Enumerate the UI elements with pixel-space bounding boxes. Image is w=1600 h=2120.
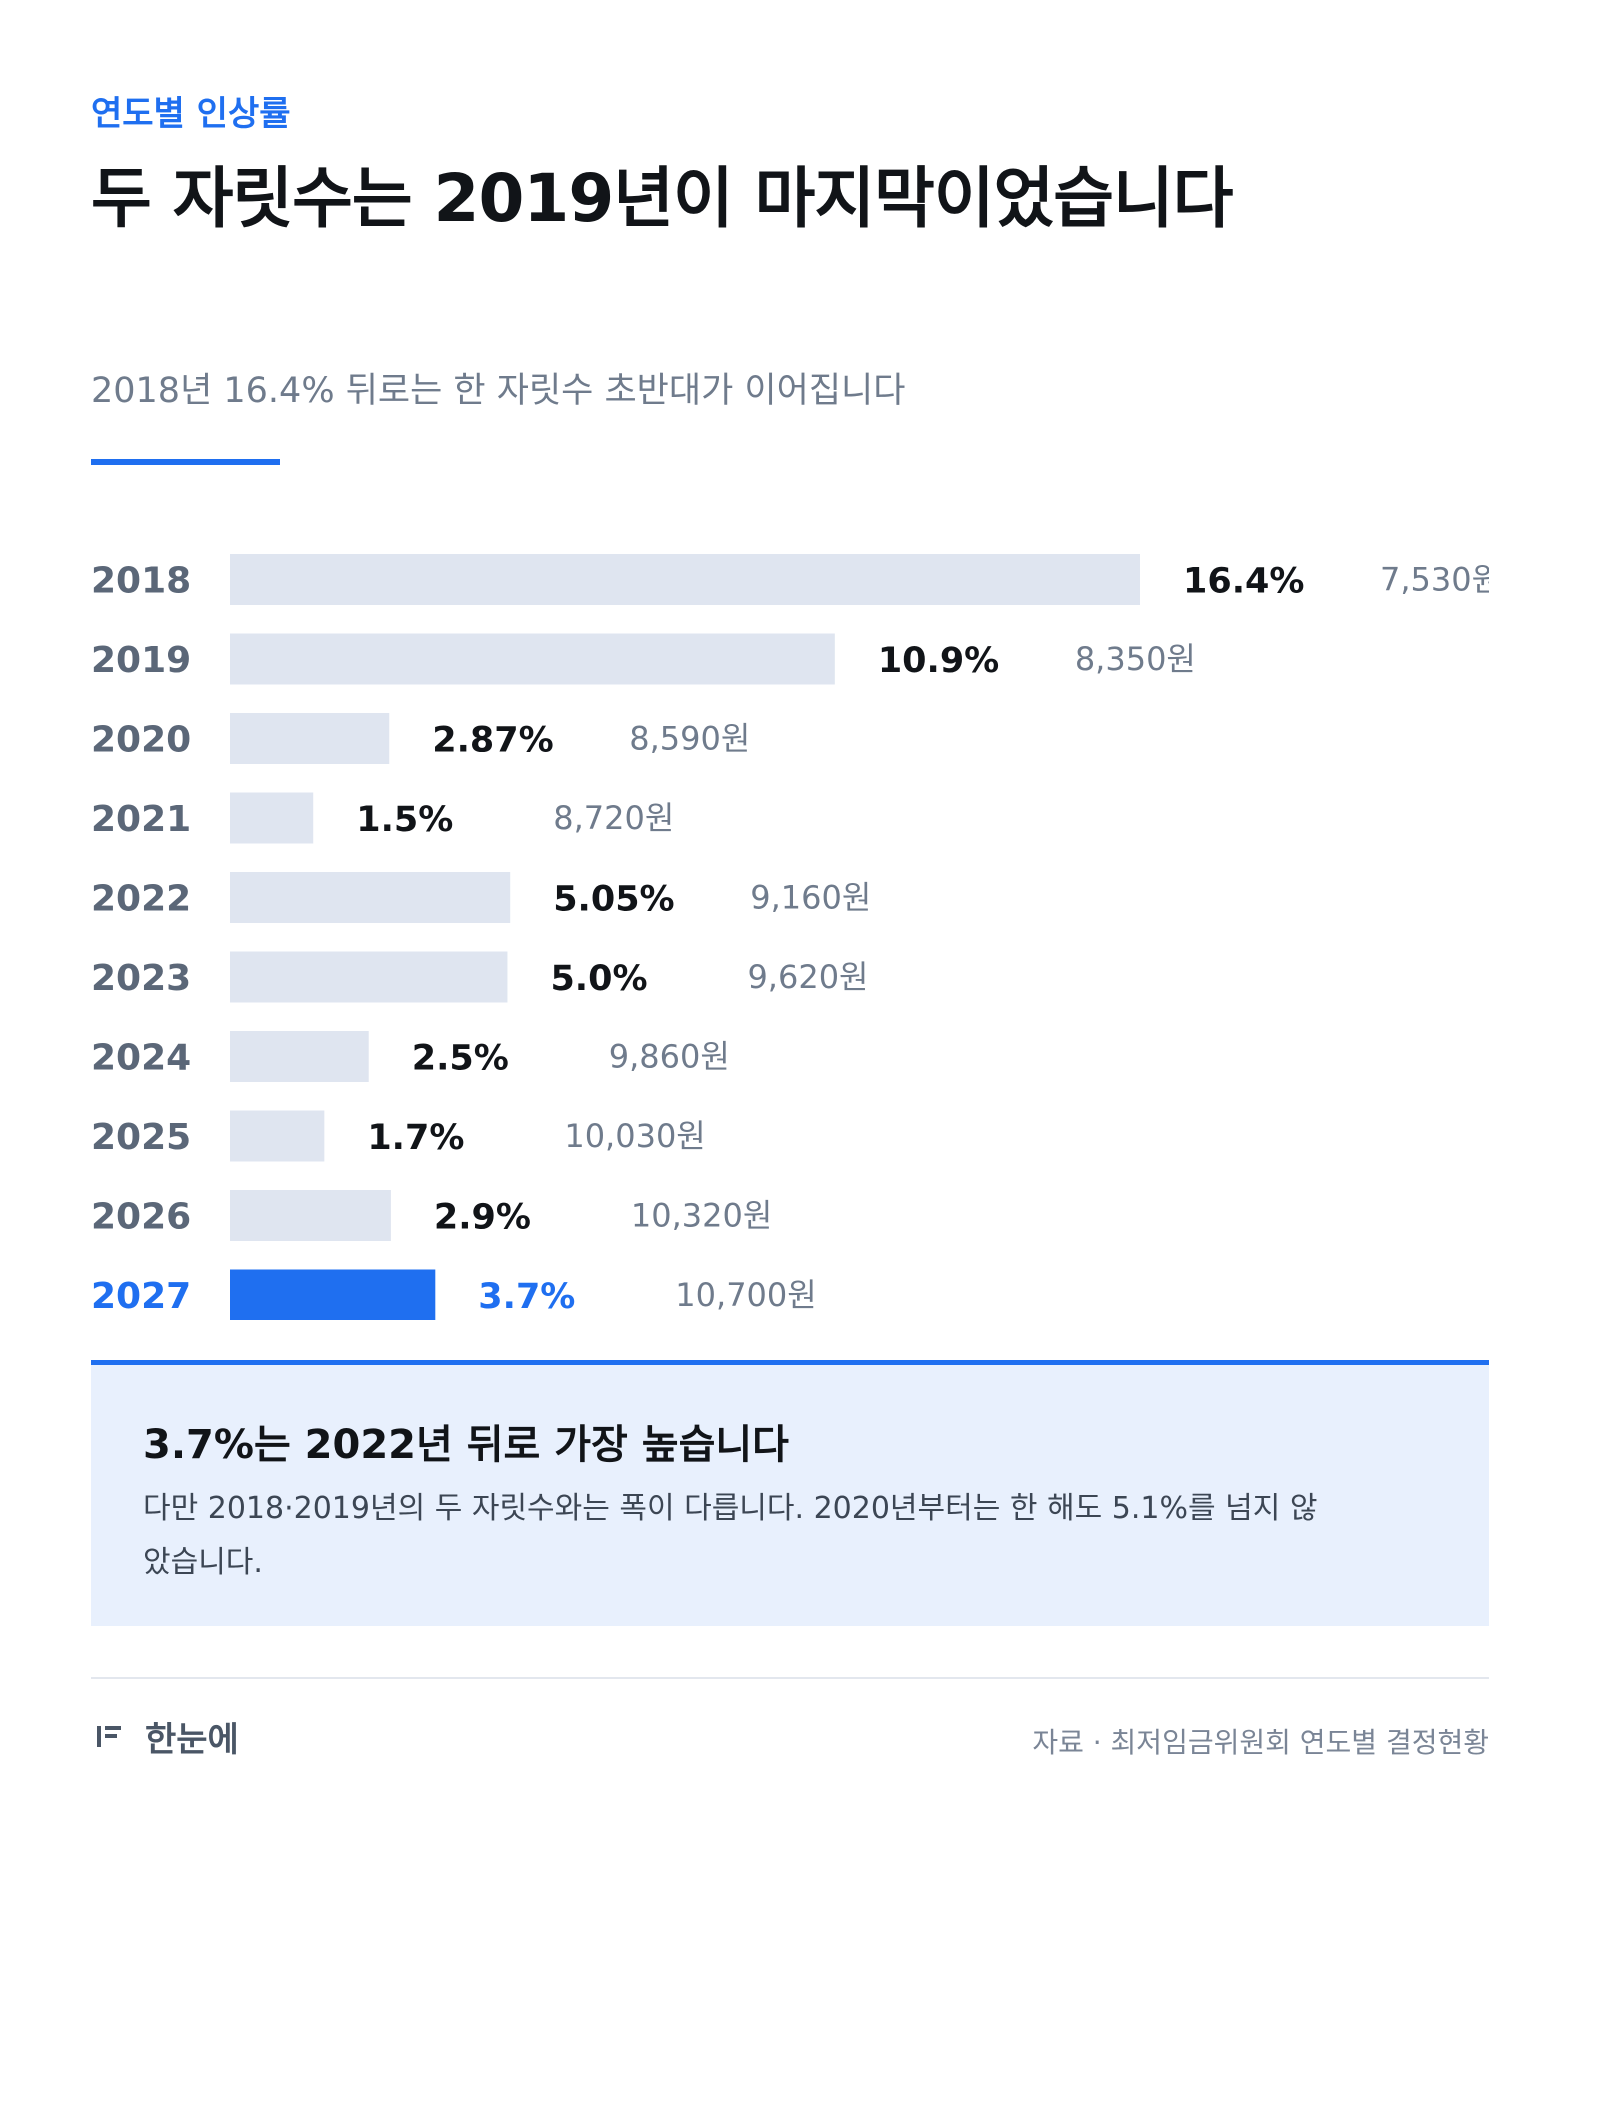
page: 연도별 인상률 두 자릿수는 2019년이 마지막이었습니다 2018년 16.… <box>91 0 1489 2120</box>
year-label: 2024 <box>91 1038 191 1079</box>
value-label: 1.5% <box>356 800 453 840</box>
value-label: 5.0% <box>550 959 647 999</box>
list-lines-icon <box>97 1726 121 1747</box>
page-title: 두 자릿수는 2019년이 마지막이었습니다 <box>91 160 1233 237</box>
bar <box>230 872 511 923</box>
accent-rule <box>91 459 280 465</box>
value-label: 3.7% <box>478 1277 575 1317</box>
wage-label: 9,160원 <box>750 879 871 917</box>
year-label: 2019 <box>91 640 191 681</box>
page-subtitle: 2018년 16.4% 뒤로는 한 자릿수 초반대가 이어집니다 <box>91 371 906 411</box>
wage-label: 10,030원 <box>564 1117 705 1155</box>
bar <box>230 713 390 764</box>
callout-box: 3.7%는 2022년 뒤로 가장 높습니다 다만 2018·2019년의 두 … <box>91 1360 1489 1626</box>
year-label: 2020 <box>91 720 191 761</box>
wage-label: 7,530원 <box>1380 561 1489 599</box>
value-label: 5.05% <box>553 880 674 920</box>
callout-title: 3.7%는 2022년 뒤로 가장 높습니다 <box>143 1422 789 1468</box>
wage-label: 8,590원 <box>629 720 750 758</box>
year-label: 2025 <box>91 1117 191 1158</box>
value-label: 2.9% <box>434 1198 531 1238</box>
wage-label: 10,700원 <box>675 1276 816 1314</box>
bar <box>230 951 508 1003</box>
year-label: 2022 <box>91 879 191 920</box>
year-label: 2018 <box>91 561 191 602</box>
year-label: 2027 <box>91 1276 191 1317</box>
callout-body: 다만 2018·2019년의 두 자릿수와는 폭이 다릅니다. 2020년부터는… <box>143 1491 1318 1580</box>
wage-label: 9,860원 <box>609 1038 730 1076</box>
bar <box>230 1269 436 1320</box>
value-label: 2.5% <box>412 1039 509 1079</box>
source-note: 자료 · 최저임금위원회 연도별 결정현황 <box>1032 1726 1489 1759</box>
year-label: 2026 <box>91 1197 191 1238</box>
bar <box>230 1190 391 1241</box>
value-label: 1.7% <box>367 1118 464 1158</box>
kicker: 연도별 인상률 <box>91 94 291 134</box>
wage-label: 8,350원 <box>1075 640 1196 678</box>
wage-label: 10,320원 <box>631 1197 772 1235</box>
bar <box>230 554 1140 605</box>
callout-top-rule <box>91 1360 1489 1365</box>
bar <box>230 792 314 844</box>
footer-divider <box>91 1677 1489 1679</box>
year-label: 2023 <box>91 958 191 999</box>
wage-label: 9,620원 <box>747 958 868 996</box>
wage-label: 8,720원 <box>553 799 674 837</box>
brand-name: 한눈에 <box>145 1719 239 1760</box>
value-label: 16.4% <box>1183 562 1304 602</box>
bar <box>230 1031 369 1082</box>
bar <box>230 1110 325 1162</box>
value-label: 10.9% <box>878 641 999 681</box>
value-label: 2.87% <box>432 721 553 761</box>
bar <box>230 633 835 685</box>
brand: 한눈에 <box>95 1716 239 1760</box>
year-label: 2021 <box>91 799 191 840</box>
